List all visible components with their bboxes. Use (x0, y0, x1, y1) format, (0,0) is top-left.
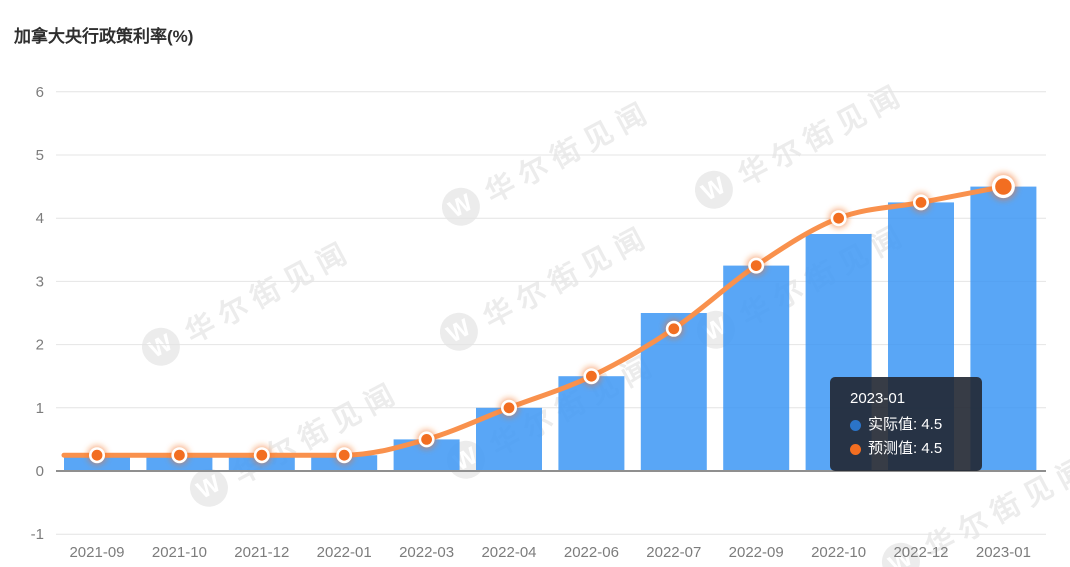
tooltip-title: 2023-01 (850, 390, 906, 407)
bar-2022-09[interactable] (723, 265, 790, 471)
point-2021-09[interactable] (91, 449, 103, 461)
tooltip-rows: 实际值: 4.5 预测值: 4.5 (850, 413, 968, 461)
point-2022-06[interactable] (586, 370, 597, 382)
x-tick-label: 2021-10 (152, 544, 207, 561)
y-tick-label: 3 (36, 273, 44, 290)
point-2022-01[interactable] (338, 449, 350, 461)
x-tick-label: 2022-04 (481, 544, 536, 561)
x-tick-label: 2022-01 (317, 544, 372, 561)
point-2023-01[interactable] (995, 178, 1012, 195)
y-tick-label: 4 (36, 210, 44, 227)
point-2022-03[interactable] (421, 434, 432, 445)
y-tick-label: 1 (36, 400, 44, 417)
y-tick-label: -1 (31, 526, 44, 543)
x-tick-label: 2021-09 (69, 544, 124, 561)
x-tick-label: 2022-06 (564, 544, 619, 561)
y-tick-label: 0 (36, 463, 44, 480)
tooltip-row-text: 实际值: 4.5 (868, 416, 943, 433)
point-2022-09[interactable] (750, 260, 762, 271)
y-tick-label: 2 (36, 337, 44, 354)
point-2021-12[interactable] (256, 449, 268, 461)
x-tick-label: 2023-01 (976, 544, 1031, 561)
x-tick-label: 2022-03 (399, 544, 454, 561)
x-tick-label: 2022-10 (811, 544, 866, 561)
tooltip-row-text: 预测值: 4.5 (868, 440, 943, 457)
point-2022-07[interactable] (668, 323, 680, 335)
page-title: 加拿大央行政策利率(%) (14, 27, 194, 46)
series-marker-icon (850, 443, 861, 455)
tooltip: 2023-01 实际值: 4.5 预测值: 4.5 (830, 377, 982, 471)
point-2022-10[interactable] (833, 212, 844, 224)
x-tick-label: 2022-09 (729, 544, 784, 561)
bar-2022-06[interactable] (558, 376, 625, 471)
tooltip-row: 实际值: 4.5 (850, 413, 968, 437)
point-2022-04[interactable] (503, 402, 515, 414)
x-tick-label: 2022-07 (646, 544, 701, 561)
point-2022-12[interactable] (915, 197, 927, 208)
y-tick-label: 5 (36, 147, 44, 164)
series-marker-icon (850, 419, 861, 431)
point-2021-10[interactable] (174, 449, 185, 461)
y-tick-label: 6 (36, 84, 44, 101)
x-tick-label: 2022-12 (893, 544, 948, 561)
x-tick-label: 2021-12 (234, 544, 289, 561)
tooltip-row: 预测值: 4.5 (850, 437, 968, 461)
